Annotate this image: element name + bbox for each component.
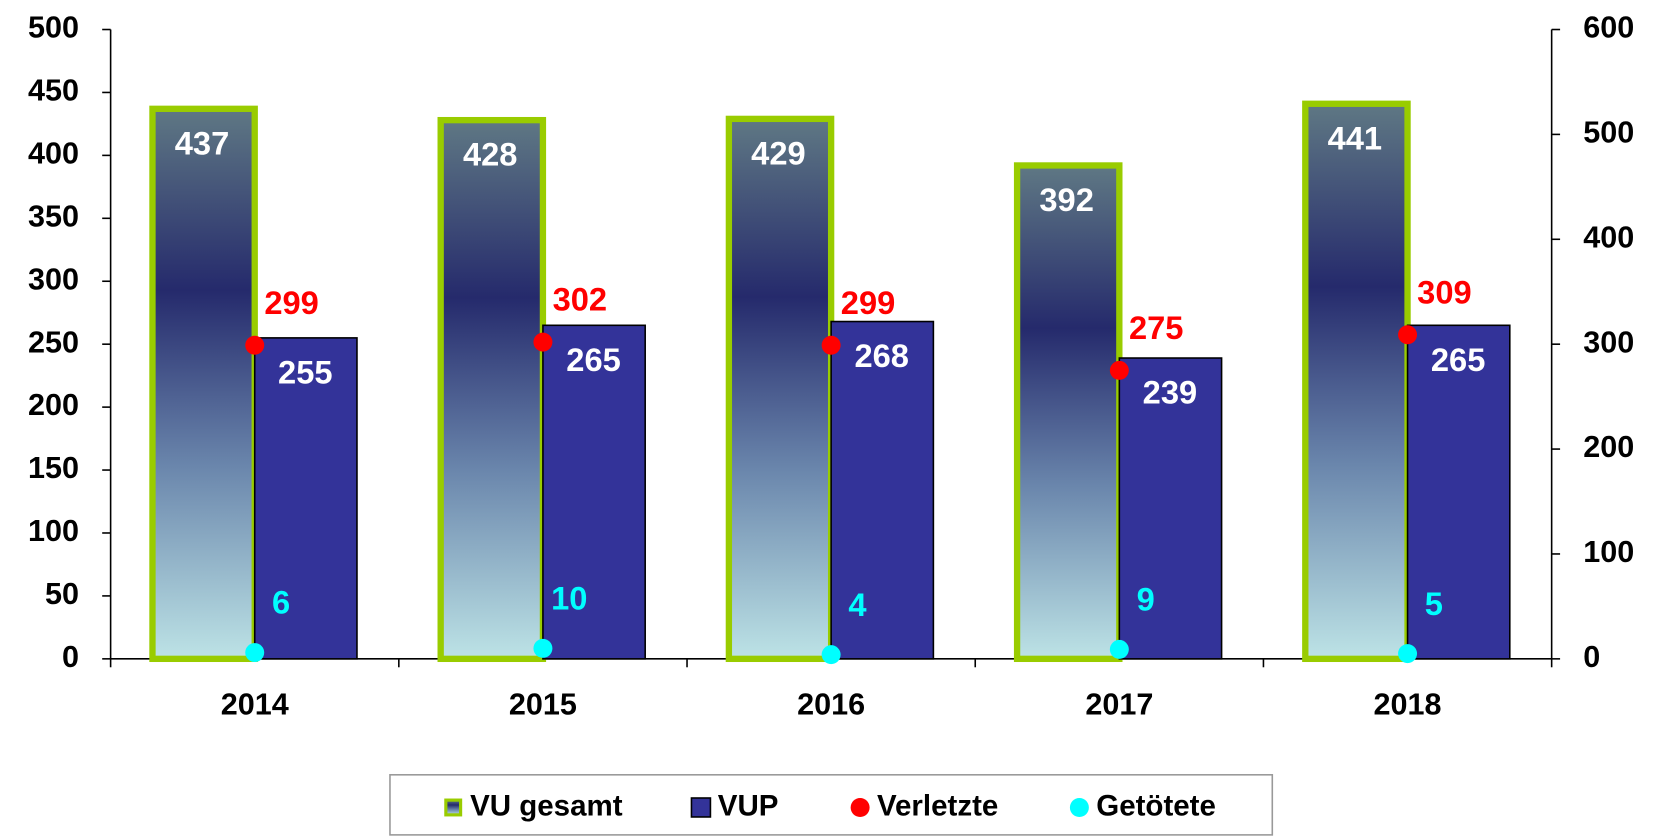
bar [1013, 162, 1123, 663]
legend-label: VUP [718, 789, 779, 822]
y2-tick-label: 100 [1583, 535, 1634, 569]
legend-label: Getötete [1096, 789, 1216, 822]
legend-marker [850, 797, 870, 817]
bar [253, 337, 358, 660]
y-tick-label: 450 [28, 74, 79, 108]
value-label: 10 [551, 580, 587, 617]
y2-tick-label: 500 [1583, 115, 1634, 149]
point [533, 332, 553, 352]
point [1398, 325, 1418, 345]
point [245, 643, 265, 663]
value-label: 428 [463, 136, 518, 173]
bar [725, 115, 835, 663]
value-label: 239 [1143, 374, 1198, 411]
value-label: 275 [1129, 309, 1183, 346]
y-tick-label: 500 [28, 11, 79, 45]
point [1109, 639, 1129, 659]
y2-tick-label: 200 [1583, 430, 1634, 464]
bar [1406, 324, 1511, 660]
x-tick-label: 2015 [509, 687, 577, 721]
point [1398, 644, 1418, 664]
value-label: 9 [1137, 581, 1155, 618]
y2-tick-label: 600 [1583, 11, 1634, 45]
value-label: 299 [841, 284, 896, 321]
value-label: 265 [566, 341, 621, 378]
y-tick-label: 350 [28, 199, 79, 233]
y-tick-label: 150 [28, 451, 79, 485]
legend-box [389, 774, 1274, 836]
point [533, 638, 553, 658]
legend-marker [1069, 797, 1089, 817]
x-tick-label: 2017 [1085, 687, 1153, 721]
value-label: 268 [854, 337, 909, 374]
value-label: 309 [1417, 273, 1471, 310]
bar [149, 105, 258, 663]
bar [437, 116, 547, 663]
value-label: 5 [1425, 585, 1443, 622]
value-label: 4 [848, 586, 866, 623]
bar [1118, 357, 1223, 660]
value-label: 299 [264, 284, 319, 321]
y-tick-label: 300 [28, 262, 79, 296]
value-label: 265 [1431, 341, 1486, 378]
bar [542, 324, 646, 660]
x-tick-label: 2014 [221, 687, 289, 721]
legend-marker [444, 798, 463, 817]
y-tick-label: 100 [28, 514, 79, 548]
y-tick-label: 200 [28, 388, 79, 422]
value-label: 255 [278, 353, 333, 390]
y2-tick-label: 400 [1583, 220, 1634, 254]
legend-label: VU gesamt [470, 789, 623, 822]
y-tick-label: 250 [28, 325, 79, 359]
value-label: 302 [553, 281, 608, 318]
value-label: 437 [175, 124, 230, 161]
y-tick-label: 400 [28, 136, 79, 170]
point [821, 335, 841, 355]
y2-tick-label: 300 [1583, 325, 1634, 359]
legend-label: Verletzte [877, 789, 998, 822]
bar [830, 320, 935, 660]
x-tick-label: 2016 [797, 687, 865, 721]
y-tick-label: 50 [45, 577, 79, 611]
y-tick-label: 0 [62, 640, 79, 674]
value-label: 429 [751, 134, 806, 171]
point [1109, 360, 1129, 380]
x-tick-label: 2018 [1374, 687, 1442, 721]
point [245, 335, 265, 355]
value-label: 392 [1039, 181, 1093, 218]
bar [1302, 100, 1411, 663]
y2-tick-label: 0 [1583, 640, 1600, 674]
point [821, 645, 841, 665]
legend-marker [690, 797, 712, 818]
value-label: 441 [1328, 119, 1382, 156]
value-label: 6 [272, 584, 290, 621]
